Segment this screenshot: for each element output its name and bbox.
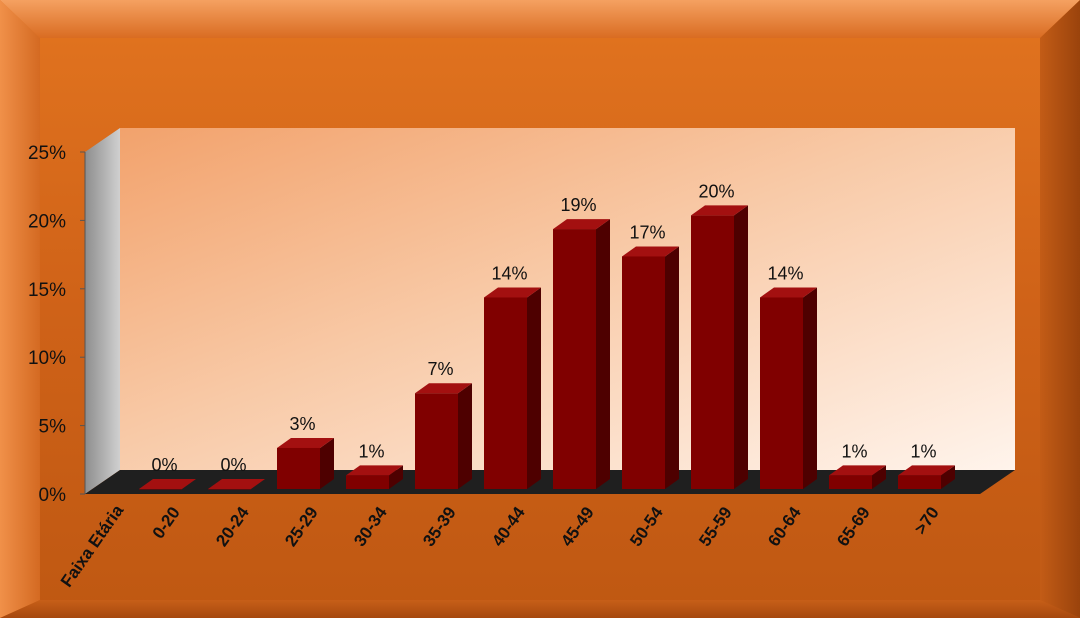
bar bbox=[139, 489, 182, 490]
bar bbox=[346, 475, 389, 489]
data-label: 20% bbox=[698, 181, 734, 201]
bar-top bbox=[346, 465, 403, 476]
bar bbox=[553, 229, 596, 489]
bar-side bbox=[803, 287, 817, 489]
frame-bevel-bottom bbox=[0, 600, 1080, 618]
bar-top bbox=[760, 287, 817, 298]
bar-side bbox=[734, 205, 748, 489]
bars-group bbox=[139, 205, 955, 490]
bar bbox=[277, 447, 320, 489]
bar-top bbox=[139, 479, 196, 489]
data-label: 19% bbox=[560, 195, 596, 215]
data-label: 1% bbox=[358, 441, 384, 461]
data-label: 14% bbox=[767, 263, 803, 283]
data-label: 3% bbox=[289, 414, 315, 434]
bar bbox=[208, 489, 251, 490]
data-labels-group: 0% 0% 3% 1% 7% 14% 19% 17% 20% 14% 1% 1% bbox=[151, 181, 936, 475]
data-label: 7% bbox=[427, 359, 453, 379]
data-label: 17% bbox=[629, 222, 665, 242]
bar bbox=[898, 475, 941, 489]
bar-top bbox=[691, 205, 748, 216]
bar-top bbox=[553, 219, 610, 230]
y-tick-label: 5% bbox=[39, 417, 67, 438]
bar-top bbox=[484, 287, 541, 298]
bar-side bbox=[389, 465, 403, 489]
bar-top bbox=[898, 465, 955, 476]
bar-top bbox=[277, 437, 334, 448]
bar-top bbox=[415, 383, 472, 394]
data-label: 14% bbox=[491, 263, 527, 283]
bar bbox=[829, 475, 872, 489]
bar-top bbox=[829, 465, 886, 476]
y-tick-label: 25% bbox=[28, 143, 66, 164]
frame-bevel-top bbox=[0, 0, 1080, 38]
y-tick-label: 15% bbox=[28, 280, 66, 301]
frame-bevel-right bbox=[1040, 0, 1080, 618]
bar-side bbox=[665, 246, 679, 489]
y-axis: 0% 5% 10% 15% 20% 25% bbox=[28, 143, 85, 506]
bar bbox=[484, 297, 527, 489]
bar-side bbox=[458, 383, 472, 489]
bar bbox=[622, 256, 665, 489]
bar bbox=[760, 297, 803, 489]
bar-side bbox=[320, 437, 334, 489]
y-tick-label: 20% bbox=[28, 211, 66, 232]
side-wall bbox=[85, 128, 120, 494]
bar-top bbox=[208, 479, 265, 489]
data-label: 0% bbox=[151, 455, 177, 475]
bar-side bbox=[596, 219, 610, 489]
data-label: 1% bbox=[841, 441, 867, 461]
y-tick-label: 10% bbox=[28, 348, 66, 369]
bar-side bbox=[872, 465, 886, 489]
bar-side bbox=[527, 287, 541, 489]
y-tick-label: 0% bbox=[39, 485, 67, 506]
data-label: 1% bbox=[910, 441, 936, 461]
bar bbox=[415, 393, 458, 489]
bar bbox=[691, 215, 734, 489]
bar-side bbox=[941, 465, 955, 489]
data-label: 0% bbox=[220, 455, 246, 475]
frame-bevel-left bbox=[0, 0, 40, 618]
bar-top bbox=[622, 246, 679, 257]
